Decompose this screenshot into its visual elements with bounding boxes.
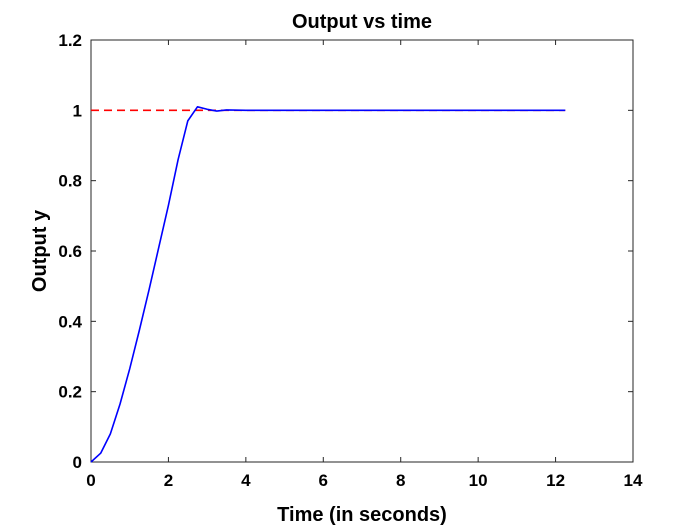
y-tick-label: 0.4 <box>58 312 82 331</box>
y-axis-label: Output y <box>29 209 51 292</box>
x-tick-label: 8 <box>396 471 405 490</box>
axis-tick-labels: 0 2 4 6 8 10 12 14 0 0.2 0.4 0.6 0.8 1 1.2 <box>58 31 643 490</box>
x-tick-label: 2 <box>164 471 173 490</box>
x-tick-label: 14 <box>624 471 643 490</box>
y-tick-label: 0.6 <box>58 242 82 261</box>
x-tick-label: 10 <box>469 471 488 490</box>
x-axis-label: Time (in seconds) <box>277 504 447 525</box>
y-tick-label: 0.2 <box>58 383 82 402</box>
x-tick-label: 4 <box>241 471 251 490</box>
output-response-line <box>90 106 566 463</box>
axes-box <box>90 39 634 463</box>
y-tick-label: 0 <box>73 453 82 472</box>
x-tick-label: 6 <box>319 471 328 490</box>
chart-title: Output vs time <box>292 11 432 33</box>
axis-ticks <box>90 39 634 463</box>
plot-area: 0 2 4 6 8 10 12 14 0 0.2 0.4 0.6 0.8 1 1.2 <box>58 31 643 490</box>
y-tick-label: 0.8 <box>58 172 82 191</box>
y-tick-label: 1 <box>73 101 82 120</box>
x-tick-label: 0 <box>86 471 95 490</box>
x-tick-label: 12 <box>546 471 565 490</box>
y-tick-label: 1.2 <box>58 31 82 50</box>
series-layer <box>90 106 566 463</box>
